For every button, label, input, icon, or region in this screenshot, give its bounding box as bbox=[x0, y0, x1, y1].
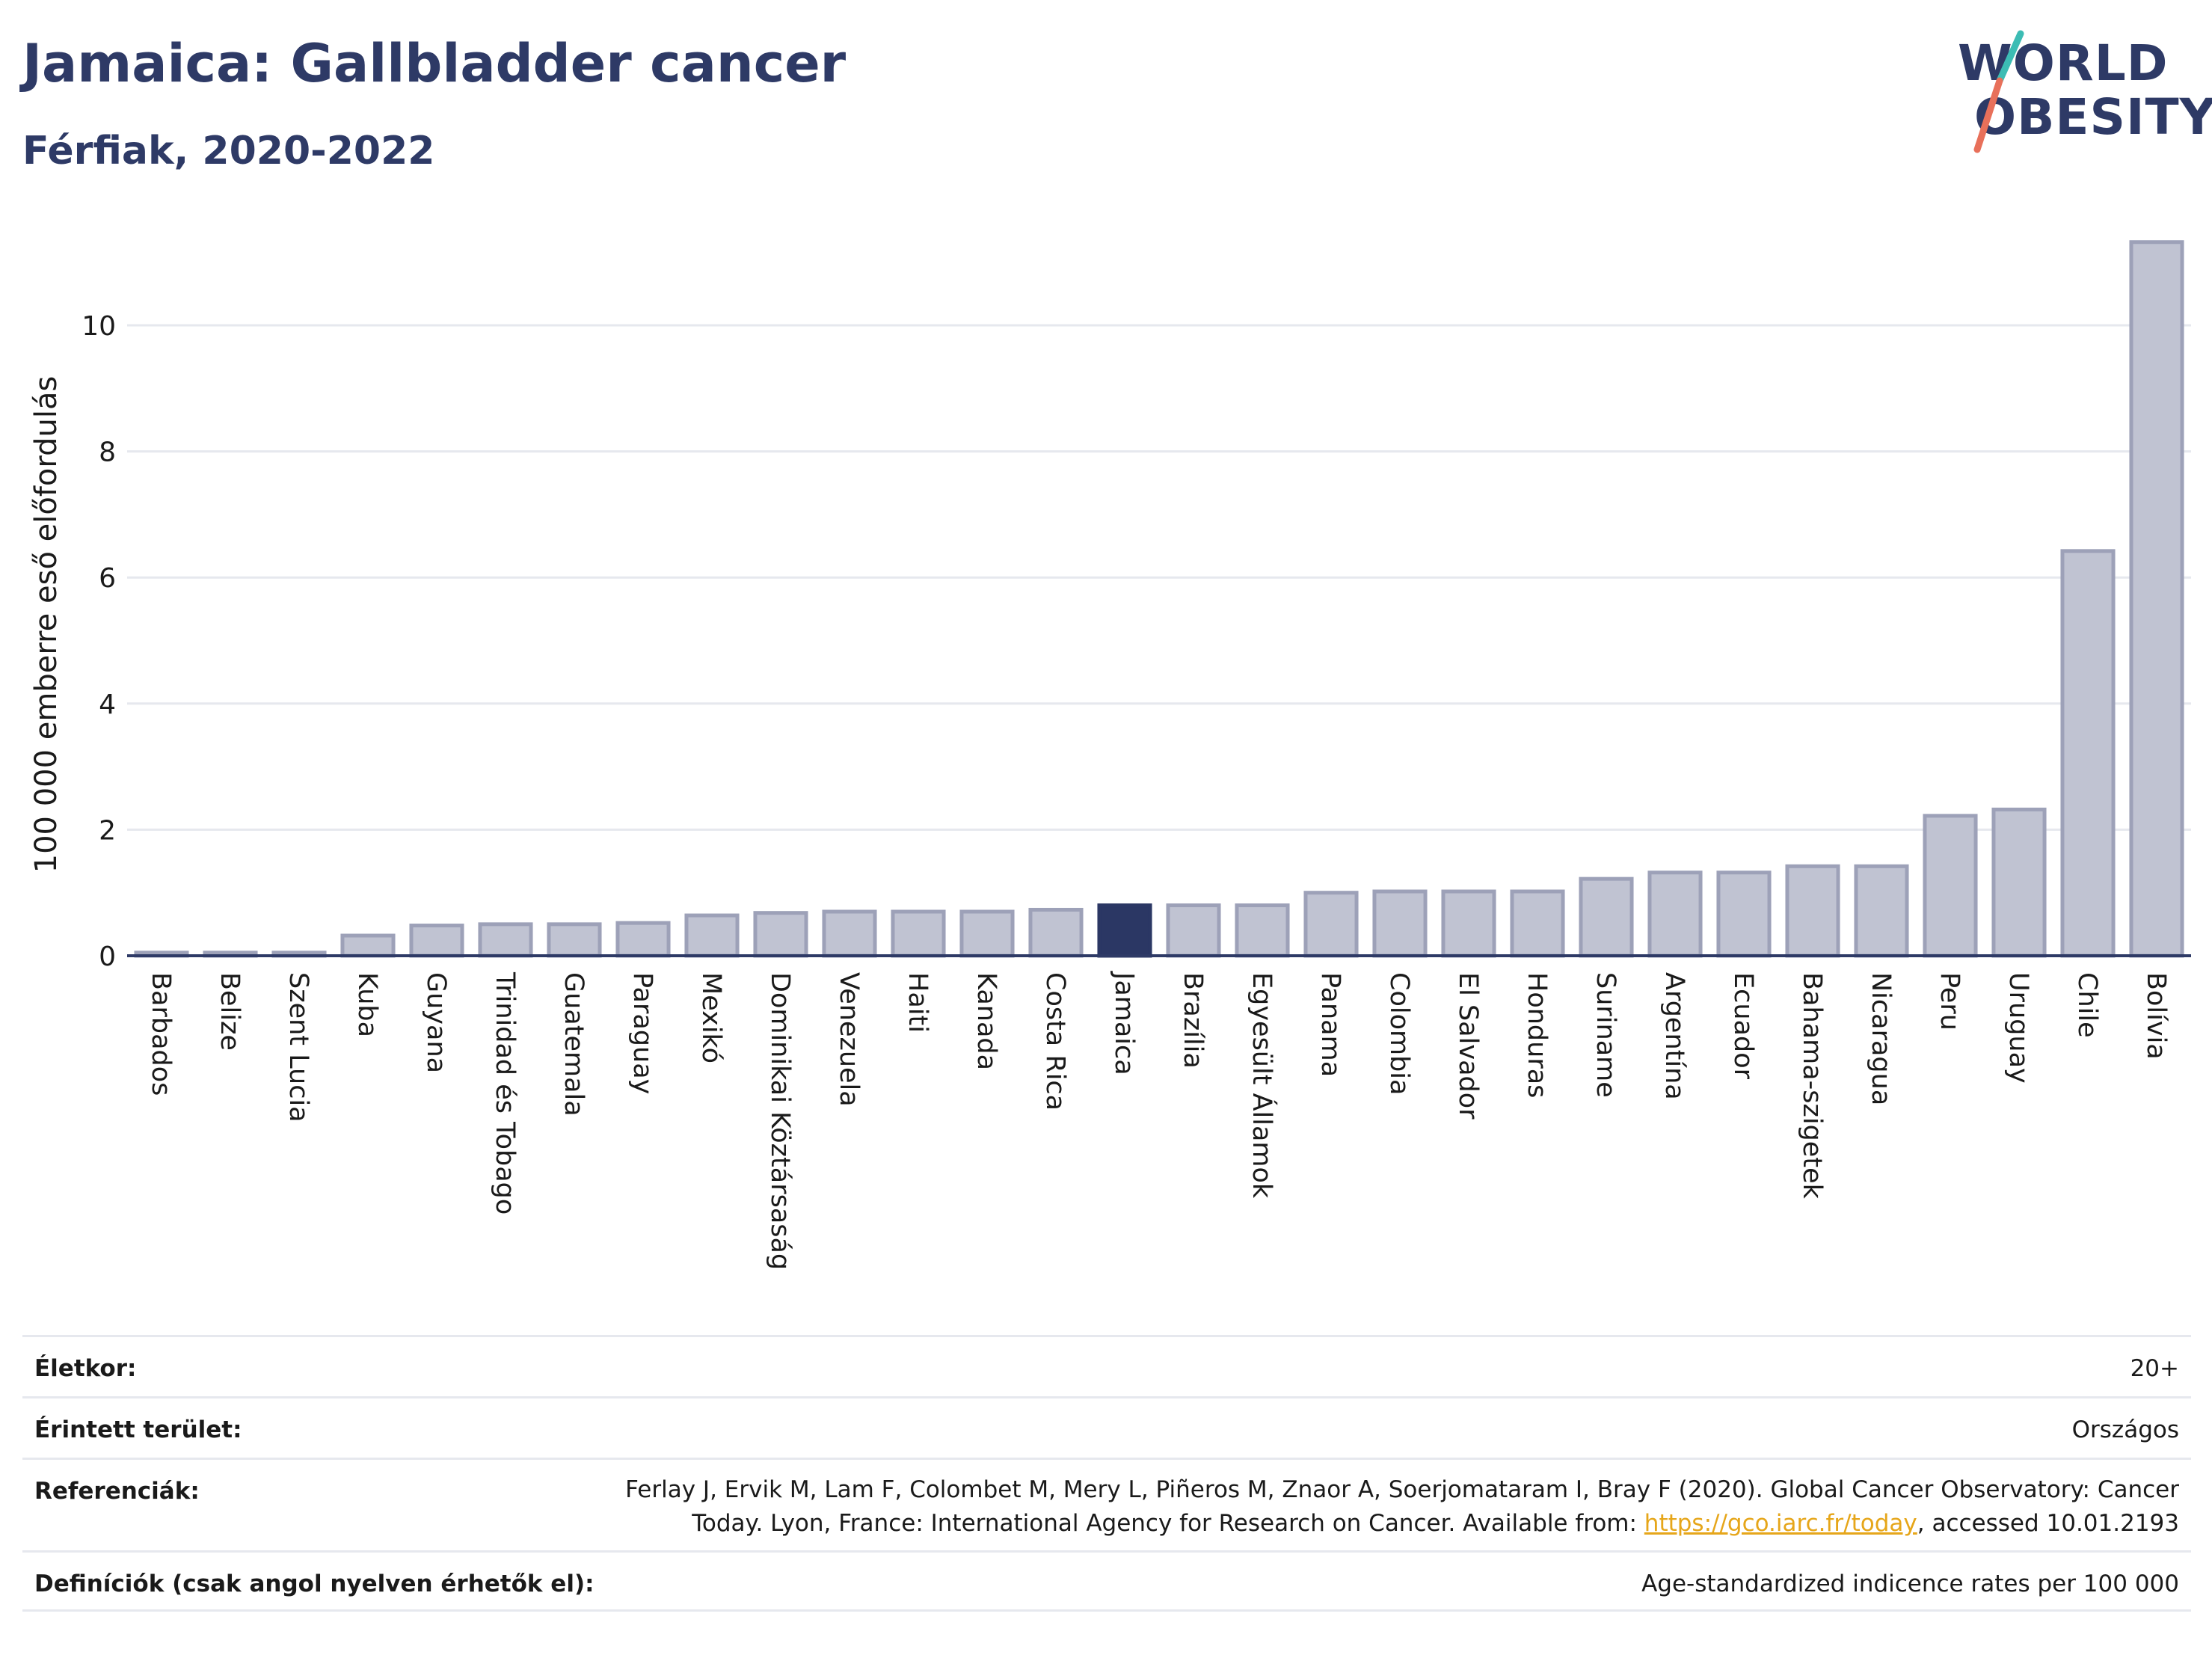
y-tick-label-8: 8 bbox=[99, 437, 116, 468]
x-tick-label: Costa Rica bbox=[1040, 972, 1070, 1111]
x-tick-label: Haiti bbox=[903, 972, 933, 1033]
logo-slash-top bbox=[1996, 30, 2024, 85]
y-tick-label-10: 10 bbox=[82, 311, 116, 342]
bar-suriname bbox=[1579, 876, 1634, 958]
references-label: Referenciák: bbox=[34, 1478, 200, 1505]
bar-colombia bbox=[1372, 889, 1428, 958]
logo-slash-bottom bbox=[1973, 77, 2003, 153]
x-tick-label: Colombia bbox=[1384, 972, 1414, 1095]
info-table: Életkor: 20+ Érintett terület: Országos … bbox=[22, 1335, 2191, 1612]
world-obesity-logo: WORLD OBESITY bbox=[1944, 30, 2212, 165]
bar-paraguay bbox=[615, 921, 671, 958]
info-row-references: Referenciák: Ferlay J, Ervik M, Lam F, C… bbox=[22, 1458, 2191, 1550]
bar-haiti bbox=[891, 909, 946, 958]
bar-argentína bbox=[1647, 871, 1703, 958]
bar-nicaragua bbox=[1854, 864, 1909, 958]
bar-peru bbox=[1923, 814, 1978, 958]
bar-chart: 0 2 4 6 8 10 Barbados Belize Szent Lucia Kuba Guya… bbox=[82, 240, 2191, 1270]
bar-dominikai-köztársaság bbox=[753, 911, 808, 958]
x-tick-label: Guatemala bbox=[559, 972, 589, 1117]
x-tick-label: Panama bbox=[1315, 972, 1345, 1077]
bar-costa-rica bbox=[1028, 907, 1084, 958]
bar-kanada bbox=[959, 909, 1015, 958]
area-label: Érintett terület: bbox=[34, 1416, 242, 1443]
x-tick-label: Brazília bbox=[1178, 972, 1208, 1069]
bar-guyana bbox=[409, 924, 464, 958]
x-tick-label: Jamaica bbox=[1109, 971, 1139, 1075]
bar-mexikó bbox=[684, 913, 740, 958]
x-tick-label: Uruguay bbox=[2003, 972, 2033, 1084]
info-row-definitions: Definíciók (csak angol nyelven érhetők e… bbox=[22, 1550, 2191, 1612]
y-tick-label-6: 6 bbox=[99, 563, 116, 594]
x-tick-label: El Salvador bbox=[1453, 972, 1483, 1120]
bar-honduras bbox=[1510, 889, 1565, 958]
references-link[interactable]: https://gco.iarc.fr/today bbox=[1644, 1510, 1917, 1537]
x-tick-label: Barbados bbox=[146, 972, 176, 1096]
x-tick-label: Paraguay bbox=[627, 972, 657, 1094]
age-value: 20+ bbox=[2130, 1355, 2179, 1382]
bar-venezuela bbox=[822, 909, 877, 958]
bar-kuba bbox=[340, 933, 396, 958]
x-tick-label: Chile bbox=[2072, 972, 2102, 1038]
definitions-label: Definíciók (csak angol nyelven érhetők e… bbox=[34, 1570, 595, 1597]
references-text-1: Ferlay J, Ervik M, Lam F, Colombet M, Me… bbox=[625, 1476, 2179, 1537]
logo-word-world: WORLD bbox=[1958, 34, 2169, 92]
bar-trinidad-és-tobago bbox=[478, 922, 533, 958]
bar-egyesült-államok bbox=[1235, 903, 1290, 958]
x-tick-label: Peru bbox=[1935, 972, 1964, 1031]
x-tick-label: Argentína bbox=[1659, 972, 1689, 1100]
bar-guatemala bbox=[547, 922, 602, 958]
y-tick-label-2: 2 bbox=[99, 815, 116, 846]
area-value: Országos bbox=[2071, 1416, 2179, 1443]
x-tick-label: Suriname bbox=[1591, 972, 1620, 1098]
x-tick-label: Szent Lucia bbox=[283, 972, 313, 1123]
x-tick-label: Nicaragua bbox=[1866, 972, 1896, 1105]
x-tick-label: Dominikai Köztársaság bbox=[765, 972, 795, 1270]
references-value: Ferlay J, Ervik M, Lam F, Colombet M, Me… bbox=[609, 1473, 2179, 1541]
x-tick-label: Bolívia bbox=[2141, 972, 2171, 1060]
page-subtitle: Férfiak, 2020-2022 bbox=[22, 129, 435, 174]
bar-panama bbox=[1303, 891, 1359, 958]
y-tick-label-4: 4 bbox=[99, 690, 116, 720]
x-tick-label: Kanada bbox=[971, 972, 1001, 1070]
x-tick-label: Trinidad és Tobago bbox=[490, 971, 520, 1215]
info-row-age: Életkor: 20+ bbox=[22, 1335, 2191, 1396]
logo-slash-icon bbox=[1973, 30, 2024, 153]
age-label: Életkor: bbox=[34, 1355, 137, 1382]
x-tick-label: Ecuador bbox=[1728, 972, 1758, 1080]
x-tick-label: Egyesült Államok bbox=[1247, 972, 1278, 1199]
bar-bolívia bbox=[2129, 240, 2184, 958]
bar-uruguay bbox=[1991, 807, 2047, 958]
x-tick-label: Bahama-szigetek bbox=[1797, 972, 1827, 1200]
info-row-area: Érintett terület: Országos bbox=[22, 1396, 2191, 1458]
bar-brazília bbox=[1166, 903, 1221, 958]
x-tick-label: Kuba bbox=[352, 972, 382, 1037]
bar-chile bbox=[2060, 549, 2116, 958]
x-tick-label: Honduras bbox=[1522, 972, 1552, 1098]
bar-bahama-szigetek bbox=[1785, 864, 1840, 958]
x-tick-label: Belize bbox=[215, 972, 245, 1051]
references-text-2: , accessed 10.01.2193 bbox=[1917, 1510, 2179, 1537]
bar-ecuador bbox=[1716, 871, 1772, 958]
bar-el-salvador bbox=[1441, 889, 1496, 958]
y-tick-label-0: 0 bbox=[99, 942, 116, 972]
x-tick-label: Guyana bbox=[421, 972, 451, 1073]
logo-word-obesity: OBESITY bbox=[1974, 88, 2212, 146]
x-tick-label: Venezuela bbox=[834, 972, 864, 1107]
page-title: Jamaica: Gallbladder cancer bbox=[22, 33, 847, 94]
x-tick-label: Mexikó bbox=[696, 972, 726, 1063]
bar-jamaica bbox=[1097, 903, 1152, 958]
definitions-value: Age-standardized indicence rates per 100… bbox=[1641, 1570, 2179, 1597]
